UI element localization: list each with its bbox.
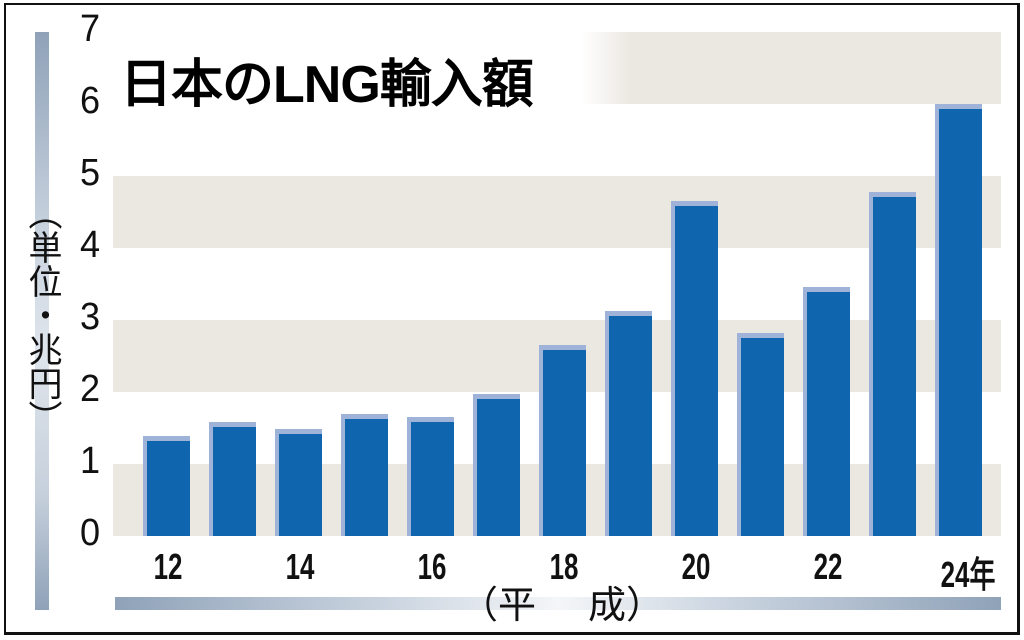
bar-fill	[213, 427, 256, 536]
bar-fill	[609, 316, 652, 536]
bar-24	[935, 104, 982, 536]
x-tick-label: 22	[813, 546, 843, 587]
x-axis-label-left: （平	[460, 585, 537, 627]
bar-14	[275, 428, 322, 536]
bar-fill	[147, 440, 190, 536]
x-tick-label: 24年	[940, 554, 996, 595]
x-tick-label: 16	[417, 546, 447, 587]
bar-fill	[411, 422, 454, 536]
bar-fill	[939, 109, 982, 536]
y-axis-decor-bar	[35, 32, 49, 610]
bar-15	[341, 414, 388, 536]
y-tick-label: 6	[79, 80, 101, 122]
bar-22	[803, 286, 850, 536]
bar-17	[473, 394, 520, 536]
y-tick-label: 0	[79, 512, 101, 554]
x-tick-label: 12	[153, 546, 183, 587]
bar-fill	[345, 419, 388, 536]
bar-fill	[675, 206, 718, 536]
y-tick-label: 3	[79, 296, 101, 338]
bar-fill	[477, 399, 520, 536]
bar-19	[605, 311, 652, 536]
bar-12	[143, 435, 190, 536]
bar-21	[737, 332, 784, 536]
y-tick-label: 5	[79, 152, 101, 194]
x-axis-label-right: 成）	[588, 585, 665, 627]
bar-13	[209, 422, 256, 536]
bar-fill	[807, 291, 850, 536]
bar-20	[671, 201, 718, 536]
plot-area	[113, 32, 1001, 536]
bar-16	[407, 417, 454, 536]
y-tick-label: 7	[79, 8, 101, 50]
y-tick-label: 4	[79, 224, 101, 266]
x-tick-label: 14	[285, 546, 315, 587]
y-tick-label: 1	[79, 440, 101, 482]
grid-band	[113, 176, 1001, 248]
bar-fill	[279, 433, 322, 536]
x-axis-decor-bar	[115, 597, 1001, 610]
bar-fill	[873, 196, 916, 536]
x-tick-label: 20	[681, 546, 711, 587]
bar-18	[539, 345, 586, 536]
title-backdrop	[113, 32, 633, 104]
bar-fill	[741, 337, 784, 536]
bar-23	[869, 191, 916, 536]
y-tick-label: 2	[79, 368, 101, 410]
chart-title: 日本のLNG輸入額	[120, 56, 534, 114]
x-tick-label: 18	[549, 546, 579, 587]
y-axis-label: （単位・兆円）	[23, 196, 61, 434]
bar-fill	[543, 350, 586, 536]
